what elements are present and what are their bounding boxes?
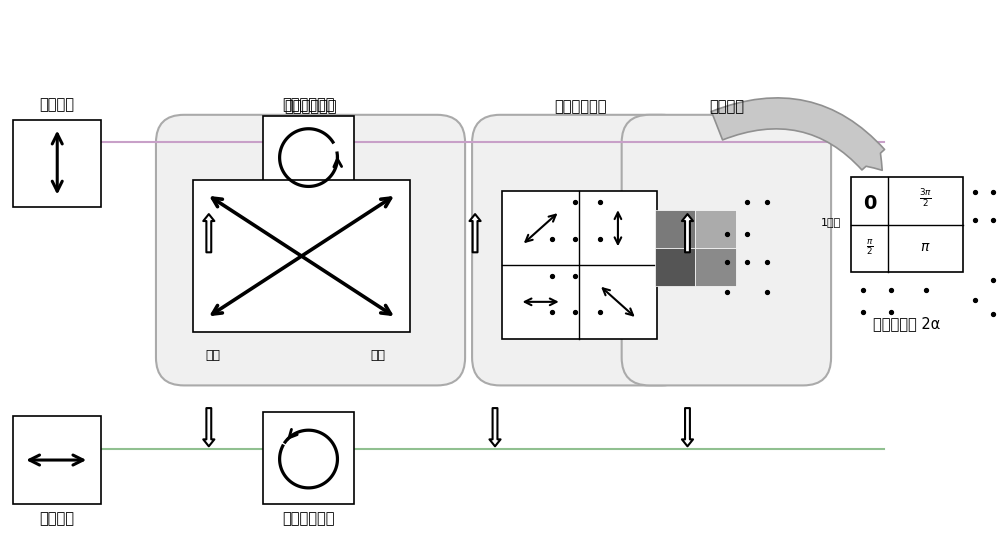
FancyBboxPatch shape bbox=[622, 115, 831, 385]
Text: 0: 0 bbox=[863, 194, 876, 213]
Bar bbox=[263, 412, 354, 504]
Text: 快轴: 快轴 bbox=[205, 349, 220, 362]
Text: $\frac{3\pi}{2}$: $\frac{3\pi}{2}$ bbox=[919, 187, 932, 209]
FancyBboxPatch shape bbox=[472, 115, 689, 385]
Text: 1像素: 1像素 bbox=[821, 217, 841, 227]
Text: 相应相移量 2α: 相应相移量 2α bbox=[873, 316, 941, 331]
Bar bbox=[502, 191, 657, 339]
Text: 四分之一波片: 四分之一波片 bbox=[284, 100, 337, 114]
Text: 微偏振片阵列: 微偏振片阵列 bbox=[555, 100, 607, 114]
FancyBboxPatch shape bbox=[156, 115, 465, 385]
Text: 线偏振光: 线偏振光 bbox=[40, 511, 75, 526]
Bar bbox=[655, 248, 695, 286]
Bar bbox=[193, 181, 410, 332]
Bar bbox=[695, 211, 736, 248]
Text: 感光元件: 感光元件 bbox=[709, 100, 744, 114]
Text: 线偏振光: 线偏振光 bbox=[40, 97, 75, 112]
Text: 右旋圆偏振光: 右旋圆偏振光 bbox=[282, 511, 335, 526]
Bar bbox=[695, 248, 736, 286]
Text: $\pi$: $\pi$ bbox=[920, 240, 931, 255]
Text: $\frac{\pi}{2}$: $\frac{\pi}{2}$ bbox=[866, 238, 873, 257]
FancyArrowPatch shape bbox=[711, 98, 885, 170]
Bar bbox=[851, 177, 963, 272]
Bar bbox=[13, 416, 101, 504]
Text: 左旋圆偏振光: 左旋圆偏振光 bbox=[282, 97, 335, 112]
Bar bbox=[13, 120, 101, 207]
Bar bbox=[263, 116, 354, 207]
Bar bbox=[655, 211, 695, 248]
Text: 慢轴: 慢轴 bbox=[371, 349, 386, 362]
